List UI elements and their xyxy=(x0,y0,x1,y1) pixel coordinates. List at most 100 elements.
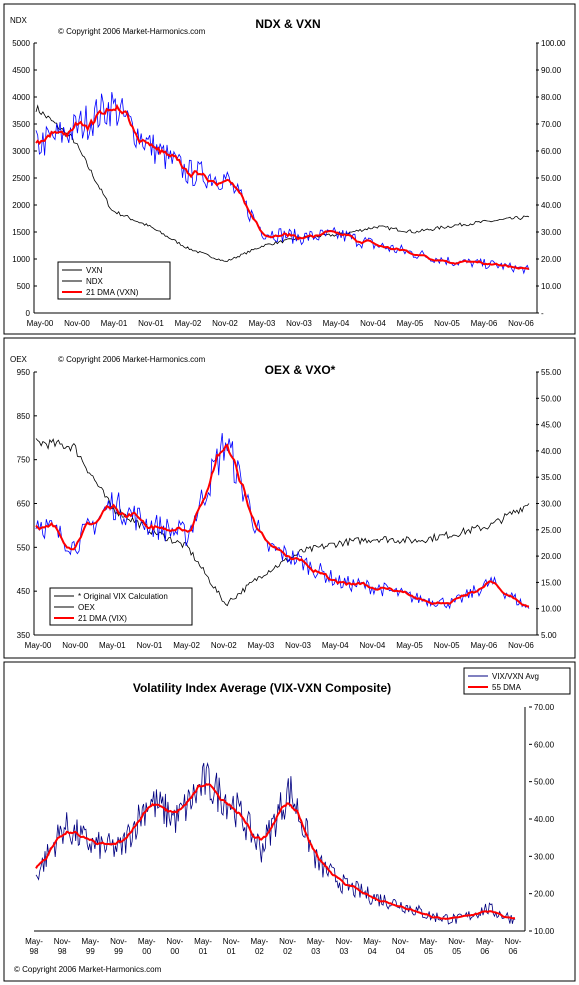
ndx-left-tick-label: 4000 xyxy=(12,93,30,102)
avg-legend xyxy=(463,667,571,695)
ndx-copyright: © Copyright 2006 Market-Harmonics.com xyxy=(58,27,206,36)
oex-x-tick-label: May-02 xyxy=(173,641,200,650)
avg-x-tick-year: 04 xyxy=(396,947,405,956)
avg-legend-label: VIX/VXN Avg xyxy=(492,672,539,681)
avg-x-tick-label: May- xyxy=(251,937,269,946)
ndx-left-tick-label: 3500 xyxy=(12,120,30,129)
ndx-left-tick-label: 1000 xyxy=(12,255,30,264)
avg-x-tick-year: 06 xyxy=(480,947,489,956)
avg-x-tick-year: 06 xyxy=(509,947,518,956)
avg-x-tick-year: 98 xyxy=(30,947,39,956)
ndx-title: NDX & VXN xyxy=(255,17,320,31)
ndx-x-tick-label: May-02 xyxy=(175,319,202,328)
oex-left-tick-label: 750 xyxy=(17,456,31,465)
avg-x-tick-year: 03 xyxy=(339,947,348,956)
ndx-left-axis-label: NDX xyxy=(10,16,28,25)
ndx-left-tick-label: 500 xyxy=(17,282,31,291)
oex-series-line xyxy=(35,438,530,607)
avg-x-tick-label: May- xyxy=(25,937,43,946)
ndx-right-tick-label: 100.00 xyxy=(541,39,566,48)
avg-x-tick-year: 99 xyxy=(86,947,95,956)
ndx-x-tick-label: May-05 xyxy=(397,319,424,328)
ndx-right-tick-label: 10.00 xyxy=(541,282,562,291)
avg-x-tick-year: 98 xyxy=(58,947,67,956)
avg-right-tick-label: 60.00 xyxy=(534,740,555,749)
ndx-right-tick-label: 50.00 xyxy=(541,174,562,183)
avg-right-tick-label: 40.00 xyxy=(534,815,555,824)
oex-legend-label: OEX xyxy=(78,603,96,612)
avg-chart: 70.0060.0050.0040.0030.0020.0010.00May-9… xyxy=(25,667,571,956)
oex-right-tick-label: 35.00 xyxy=(541,473,562,482)
ndx-x-tick-label: May-01 xyxy=(101,319,128,328)
ndx-left-tick-label: 2000 xyxy=(12,201,30,210)
oex-x-tick-label: Nov-01 xyxy=(137,641,163,650)
avg-right-tick-label: 30.00 xyxy=(534,852,555,861)
avg-x-tick-year: 03 xyxy=(311,947,320,956)
avg-x-tick-label: May- xyxy=(307,937,325,946)
ndx-x-tick-label: Nov-01 xyxy=(138,319,164,328)
avg-x-tick-year: 00 xyxy=(142,947,151,956)
oex-right-tick-label: 25.00 xyxy=(541,526,562,535)
ndx-legend-label: NDX xyxy=(86,277,104,286)
ndx-x-tick-label: May-06 xyxy=(471,319,498,328)
ndx-x-tick-label: May-04 xyxy=(323,319,350,328)
ndx-x-tick-label: Nov-00 xyxy=(64,319,90,328)
oex-chart: 950 850 750 650 550 450 350 55.00 50.00 45.00 40.0… xyxy=(17,368,562,650)
oex-right-tick-label: 40.00 xyxy=(541,447,562,456)
oex-right-tick-label: 10.00 xyxy=(541,605,562,614)
ndx-series-line xyxy=(35,104,530,262)
avg-x-tick-year: 02 xyxy=(283,947,292,956)
ndx-legend-label: VXN xyxy=(86,266,103,275)
ndx-left-tick-label: 3000 xyxy=(12,147,30,156)
avg-x-tick-year: 01 xyxy=(227,947,236,956)
ndx-x-tick-label: Nov-02 xyxy=(212,319,238,328)
avg-x-tick-label: May- xyxy=(363,937,381,946)
oex-left-tick-label: 350 xyxy=(17,631,31,640)
ndx-x-tick-label: Nov-04 xyxy=(360,319,386,328)
avg-x-tick-label: Nov- xyxy=(54,937,71,946)
avg-x-tick-label: May- xyxy=(420,937,438,946)
avg-right-tick-label: 50.00 xyxy=(534,778,555,787)
avg-x-tick-label: Nov- xyxy=(392,937,409,946)
oex-right-tick-label: 50.00 xyxy=(541,394,562,403)
oex-left-tick-label: 950 xyxy=(17,368,31,377)
oex-left-tick-label: 450 xyxy=(17,587,31,596)
oex-right-tick-label: 15.00 xyxy=(541,578,562,587)
avg-x-tick-label: May- xyxy=(138,937,156,946)
ndx-x-tick-label: Nov-05 xyxy=(434,319,460,328)
oex-left-tick-label: 550 xyxy=(17,543,31,552)
oex-right-tick-label: 55.00 xyxy=(541,368,562,377)
oex-x-tick-label: May-05 xyxy=(396,641,423,650)
avg-x-tick-label: May- xyxy=(476,937,494,946)
oex-right-tick-label: 5.00 xyxy=(541,631,557,640)
ndx-left-tick-label: 4500 xyxy=(12,66,30,75)
ndx-chart: 5000450040003500300025002000150010005000… xyxy=(12,39,566,328)
oex-x-tick-label: Nov-06 xyxy=(508,641,534,650)
avg-x-tick-year: 00 xyxy=(170,947,179,956)
ndx-x-tick-label: Nov-06 xyxy=(508,319,534,328)
vix-21dma-series-line xyxy=(35,443,530,608)
ndx-left-tick-label: 2500 xyxy=(12,174,30,183)
oex-x-tick-label: May-03 xyxy=(248,641,275,650)
avg-x-tick-label: Nov- xyxy=(335,937,352,946)
ndx-right-tick-label: 70.00 xyxy=(541,120,562,129)
oex-copyright: © Copyright 2006 Market-Harmonics.com xyxy=(58,355,206,364)
avg-x-tick-label: Nov- xyxy=(505,937,522,946)
avg-copyright: © Copyright 2006 Market-Harmonics.com xyxy=(14,965,162,974)
vix-vxn-avg-series-line xyxy=(35,762,516,925)
oex-x-tick-label: May-06 xyxy=(471,641,498,650)
avg-x-tick-year: 99 xyxy=(114,947,123,956)
panel-avg-frame xyxy=(3,661,576,982)
avg-55dma-series-line xyxy=(35,783,515,921)
avg-x-tick-year: 05 xyxy=(452,947,461,956)
ndx-left-tick-label: 0 xyxy=(26,309,31,318)
oex-x-tick-label: Nov-02 xyxy=(211,641,237,650)
avg-right-tick-label: 10.00 xyxy=(534,927,555,936)
avg-x-tick-label: Nov- xyxy=(448,937,465,946)
oex-x-tick-label: Nov-05 xyxy=(434,641,460,650)
avg-legend-label: 55 DMA xyxy=(492,683,522,692)
avg-x-tick-year: 01 xyxy=(199,947,208,956)
ndx-x-tick-label: May-00 xyxy=(27,319,54,328)
